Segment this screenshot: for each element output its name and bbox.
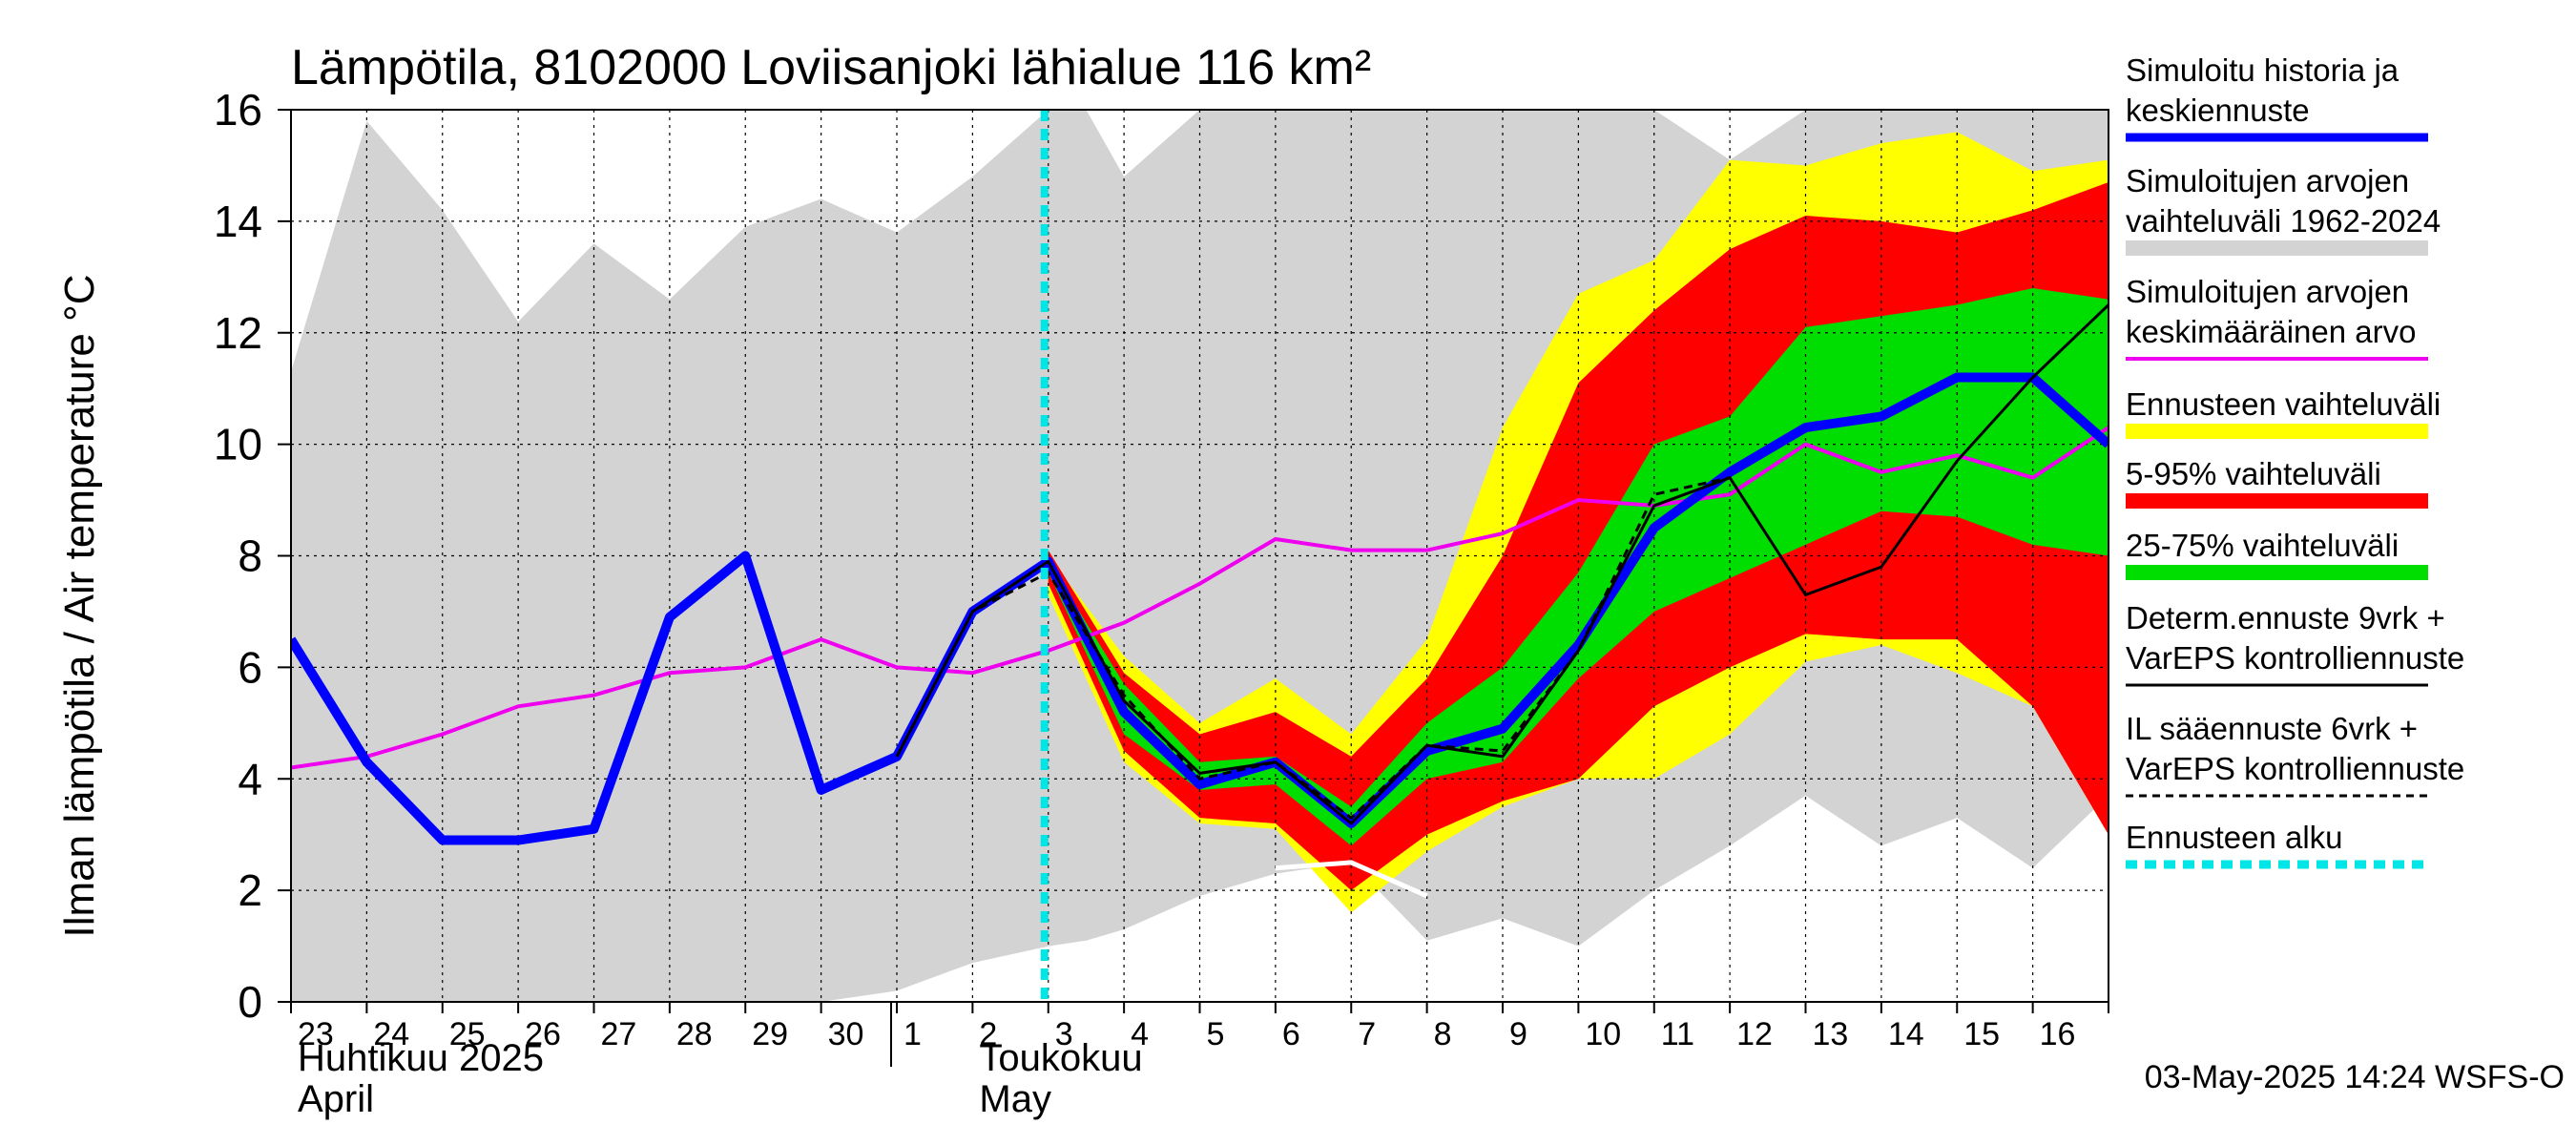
legend-label-il: VarEPS kontrolliennuste (2126, 751, 2464, 786)
x-tick-label: 30 (828, 1016, 864, 1052)
x-tick-label: 16 (2040, 1016, 2076, 1052)
chart-title: Lämpötila, 8102000 Loviisanjoki lähialue… (291, 40, 1371, 95)
x-tick-label: 6 (1282, 1016, 1300, 1052)
history-low-edge-line (1275, 860, 1428, 899)
y-tick-label: 8 (238, 531, 262, 581)
x-tick-label: 23 (298, 1016, 334, 1052)
x-tick-label: 29 (752, 1016, 788, 1052)
x-tick-label: 5 (1207, 1016, 1225, 1052)
legend-label-determ: VarEPS kontrolliennuste (2126, 640, 2464, 676)
simulated-line (291, 372, 2109, 845)
x-tick-label: 13 (1813, 1016, 1849, 1052)
x-tick-label: 24 (373, 1016, 409, 1052)
x-tick-label: 12 (1736, 1016, 1773, 1052)
x-tick-label: 28 (676, 1016, 713, 1052)
x-tick-label: 11 (1661, 1016, 1694, 1052)
il-forecast-line (895, 476, 1731, 821)
timestamp: 03-May-2025 14:24 WSFS-O (2145, 1059, 2565, 1095)
legend-label-p5-95: 5-95% vaihteluväli (2126, 456, 2381, 491)
legend-label-p25-75: 25-75% vaihteluväli (2126, 528, 2399, 563)
y-tick-label: 10 (214, 420, 262, 469)
x-tick-label: 3 (1055, 1016, 1073, 1052)
x-tick-label: 26 (525, 1016, 561, 1052)
legend-label-determ: Determ.ennuste 9vrk + (2126, 600, 2445, 635)
y-tick-label: 6 (238, 642, 262, 692)
y-tick-label: 14 (214, 197, 262, 246)
p25-75-range-band (1048, 288, 2109, 846)
legend-label-history: Simuloitujen arvojen (2126, 163, 2409, 198)
plot-content (291, 110, 2109, 1002)
y-tick-label: 0 (238, 977, 262, 1027)
legend-label-il: IL sääennuste 6vrk + (2126, 711, 2418, 746)
legend: Simuloitu historia ja keskiennuste Simuloi… (2126, 52, 2464, 869)
x-tick-label: 10 (1585, 1016, 1621, 1052)
legend-label-history: vaihteluväli 1962-2024 (2126, 203, 2441, 239)
y-tick-label: 4 (238, 754, 262, 803)
legend-label-simulated: keskiennuste (2126, 93, 2310, 128)
y-tick-label: 12 (214, 308, 262, 358)
x-tick-label: 25 (449, 1016, 486, 1052)
month-label-en: May (979, 1078, 1051, 1120)
mean-line (291, 426, 2109, 770)
x-tick-label: 2 (979, 1016, 997, 1052)
x-tick-label: 9 (1509, 1016, 1527, 1052)
legend-label-simulated: Simuloitu historia ja (2126, 52, 2399, 88)
x-tick-label: 15 (1963, 1016, 2000, 1052)
x-tick-label: 14 (1888, 1016, 1924, 1052)
month-label-fi: Huhtikuu 2025 (298, 1037, 544, 1079)
month-label-fi: Toukokuu (979, 1037, 1142, 1079)
x-tick-label: 4 (1131, 1016, 1149, 1052)
x-tick-label: 1 (904, 1016, 922, 1052)
determ-forecast-line (895, 303, 2109, 826)
y-axis-label: Ilman lämpötila / Air temperature °C (56, 275, 103, 938)
month-label-en: April (298, 1078, 374, 1120)
x-tick-label: 7 (1358, 1016, 1376, 1052)
legend-label-forecast-start: Ennusteen alku (2126, 820, 2343, 855)
y-tick-label: 16 (214, 85, 262, 135)
x-tick-label: 27 (601, 1016, 637, 1052)
legend-label-mean: Simuloitujen arvojen (2126, 274, 2409, 309)
legend-label-mean: keskimääräinen arvo (2126, 314, 2416, 349)
plot-area (291, 110, 2109, 1002)
legend-label-ensemble: Ennusteen vaihteluväli (2126, 386, 2441, 422)
y-tick-label: 2 (238, 865, 262, 915)
x-tick-label: 8 (1434, 1016, 1452, 1052)
